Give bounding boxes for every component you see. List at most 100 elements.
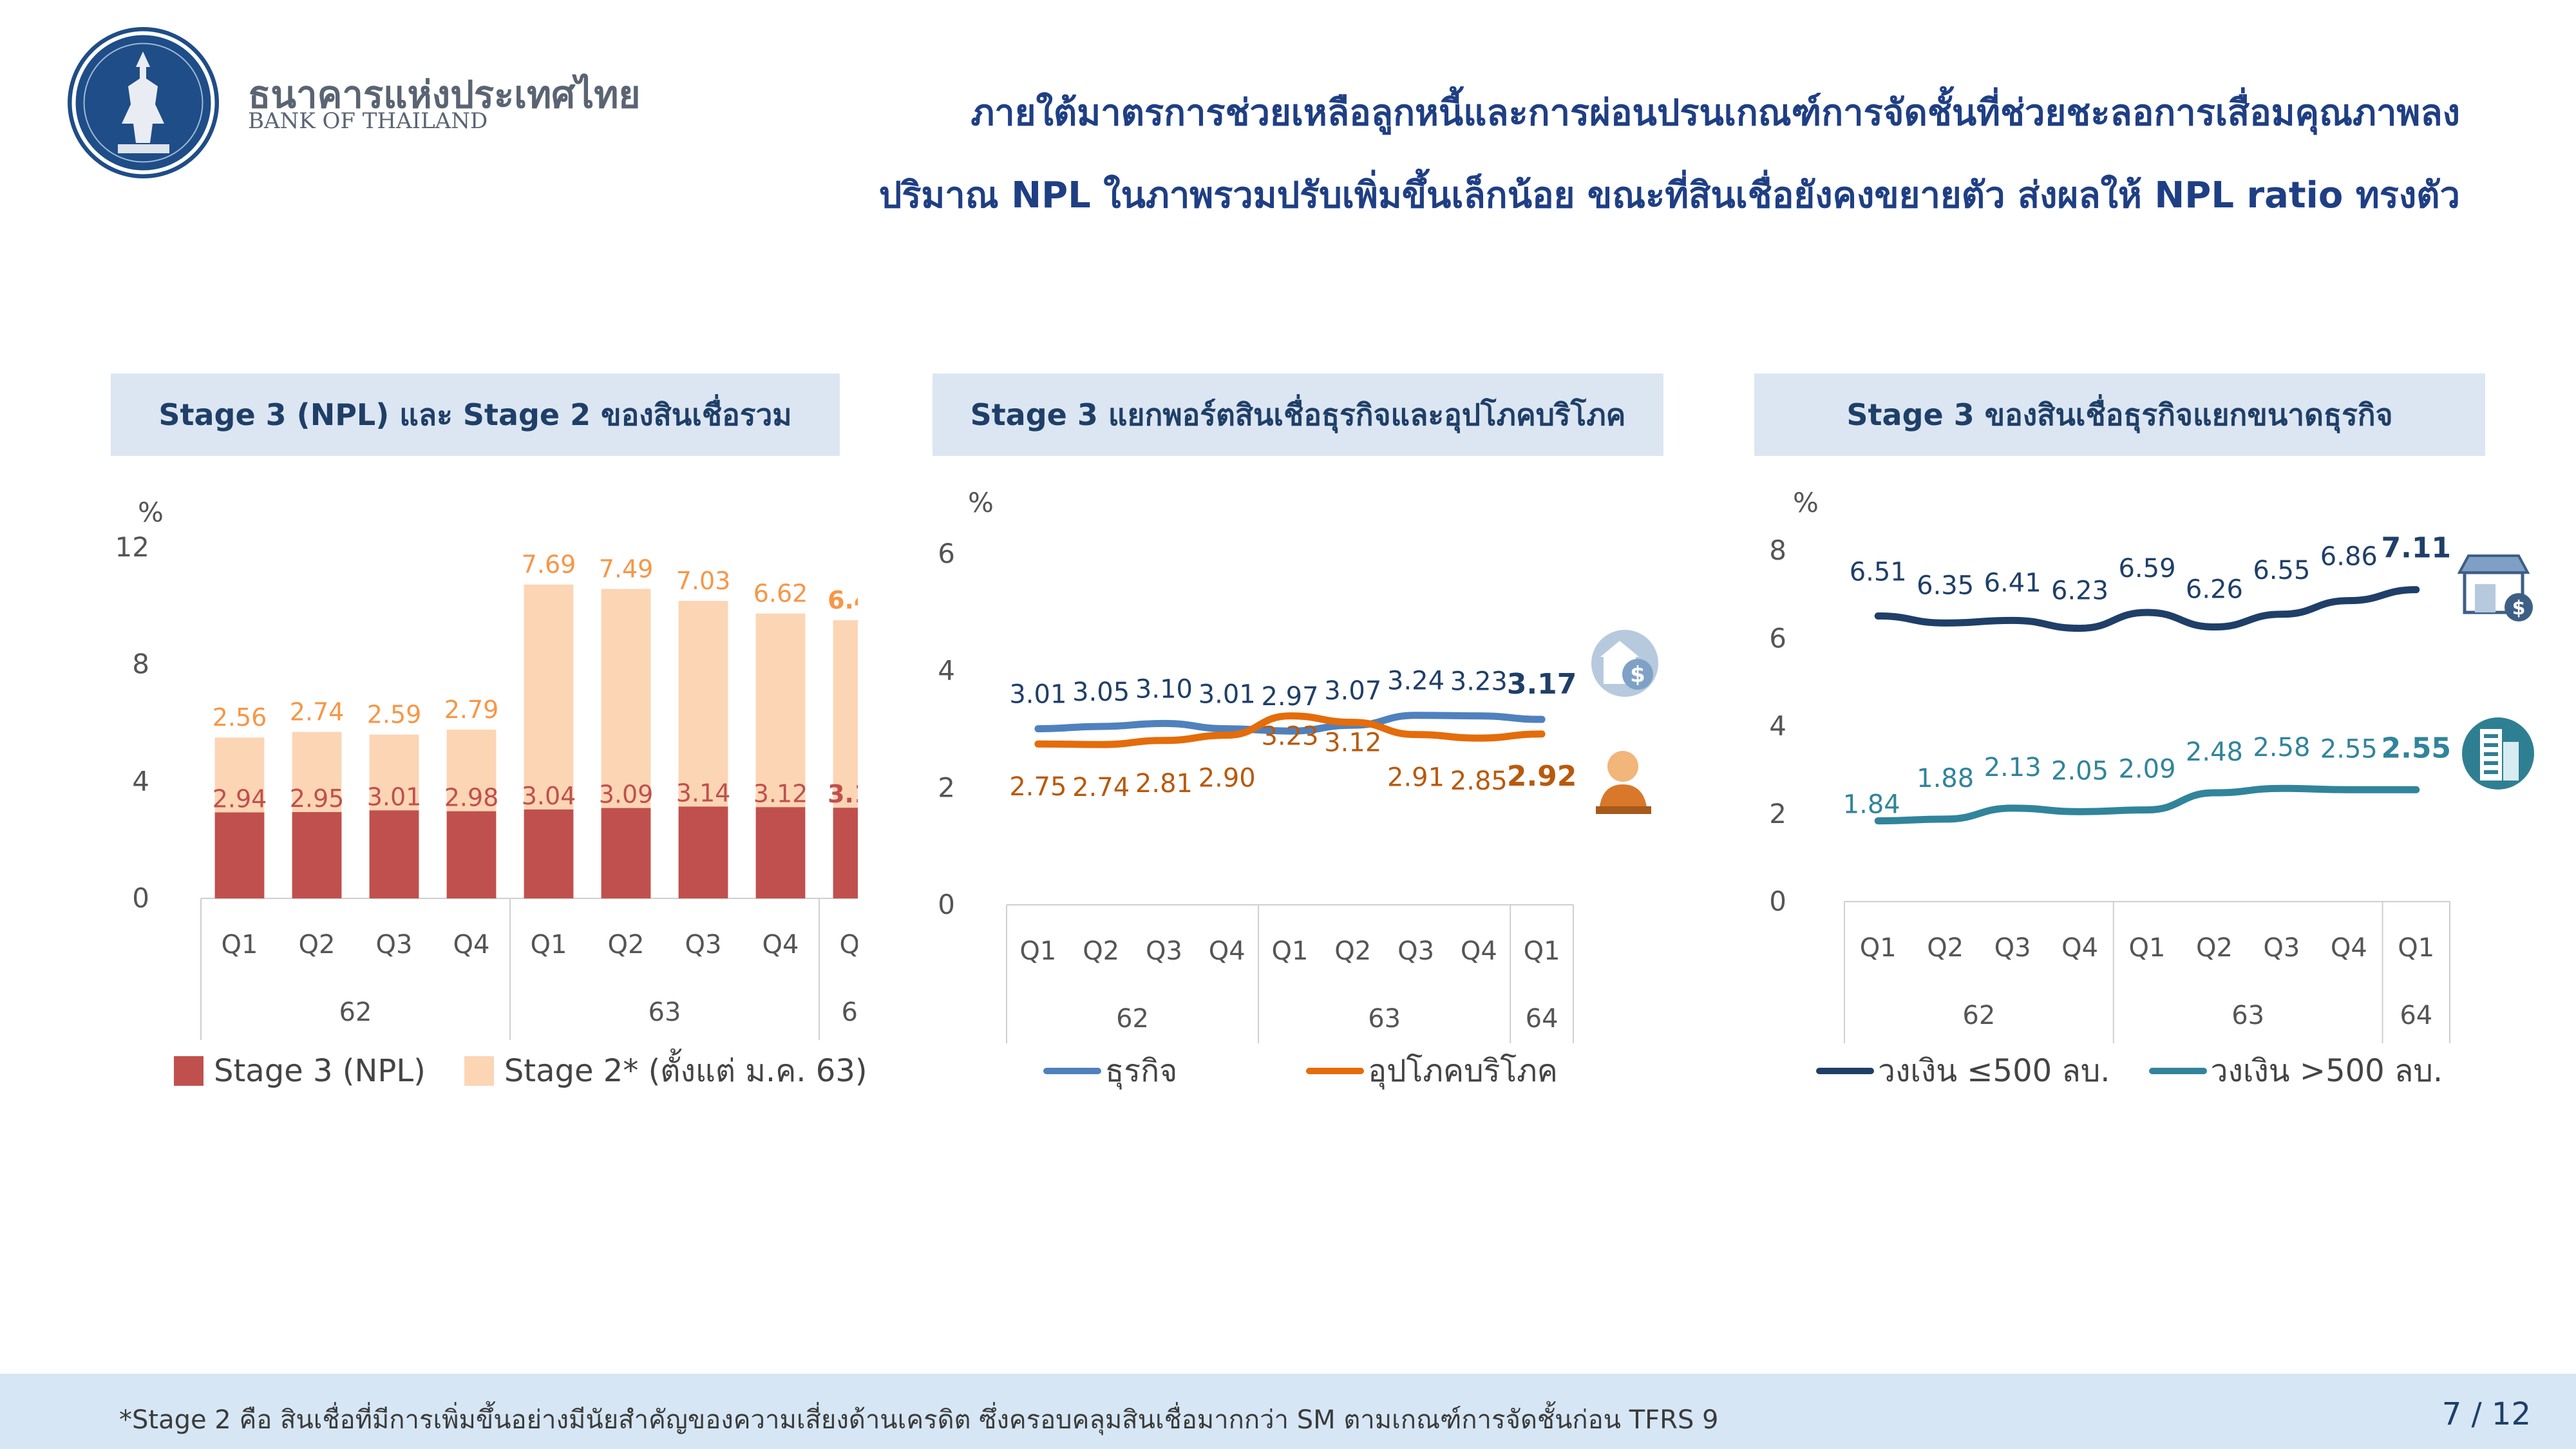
business-icon-dollar: $ — [1630, 662, 1645, 688]
x-group-label: 62 — [1116, 1004, 1149, 1034]
x-tick-label: Q4 — [1461, 936, 1497, 966]
x-group-label: 63 — [1368, 1004, 1401, 1034]
data-label-stage2: 7.49 — [599, 554, 654, 583]
y-tick-label: 4 — [132, 765, 149, 797]
data-label-stage3: 3.01 — [367, 782, 422, 811]
data-label-series-2: 2.75 — [1009, 772, 1066, 802]
bar-stage2 — [446, 729, 497, 811]
x-tick-label: Q4 — [2061, 933, 2098, 963]
data-label-series-1: 3.07 — [1324, 676, 1381, 706]
data-label-series-2: 2.13 — [1984, 753, 2041, 782]
headline-line-2: ปริมาณ NPL ในภาพรวมปรับเพิ่มขึ้นเล็กน้อย… — [878, 175, 2460, 216]
legend-item-stage3: Stage 3 (NPL) — [174, 1053, 426, 1089]
shop-icon-door — [2475, 584, 2496, 612]
data-label-stage2: 7.03 — [676, 567, 731, 595]
footer-bar — [0, 1374, 2576, 1449]
bar-stage3 — [292, 812, 342, 898]
office-icon-window — [2484, 752, 2498, 756]
data-label-series-1: 6.59 — [2118, 554, 2175, 583]
data-label-series-1: 3.01 — [1009, 680, 1066, 710]
x-tick-label: Q1 — [1272, 936, 1309, 966]
legend-label-stage3: Stage 3 (NPL) — [214, 1053, 426, 1089]
y-tick-label: 2 — [1769, 798, 1786, 829]
legend-swatch-stage2 — [464, 1056, 494, 1086]
office-icon-window — [2484, 743, 2498, 747]
series-line-2 — [1034, 712, 1546, 748]
x-group-label: 64 — [2400, 1001, 2432, 1030]
bar-stage2 — [292, 732, 342, 813]
x-tick-label: Q4 — [762, 930, 799, 960]
data-label-stage3: 2.94 — [213, 784, 267, 813]
shop-icon-dollar: $ — [2512, 597, 2526, 620]
footnote: *Stage 2 คือ สินเชื่อที่มีการเพิ่มขึ้นอย… — [119, 1405, 1719, 1435]
data-label-series-1: 6.55 — [2253, 556, 2310, 585]
x-tick-label: Q2 — [2196, 933, 2233, 963]
x-tick-label: Q4 — [1209, 936, 1245, 966]
legend-swatch-business — [1043, 1068, 1101, 1074]
bar-stage2 — [601, 589, 651, 808]
x-tick-label: Q2 — [299, 930, 336, 960]
legend-label-large-credit: วงเงิน >500 ลบ. — [2210, 1053, 2443, 1089]
bar-stage2 — [524, 584, 574, 810]
x-tick-label: Q3 — [2263, 933, 2300, 963]
y-tick-label: 6 — [1769, 622, 1786, 654]
data-label-series-2: 2.90 — [1198, 764, 1256, 793]
business-icon-roof — [1600, 641, 1639, 657]
data-label-series-1: 6.51 — [1850, 558, 1907, 587]
x-tick-label: Q1 — [2129, 933, 2166, 963]
data-label-series-2: 3.23 — [1261, 722, 1318, 752]
chart1-npl-stage2-bars: % 0 4 8 12 Q1 Q2 Q3 Q4 Q1 Q2 Q3 Q4 Q1 62 63 64 2.94 2.56 2.… — [115, 497, 858, 1040]
x-tick-label: Q2 — [1334, 936, 1371, 966]
data-label-stage3: 3.12 — [753, 779, 808, 808]
data-label-series-2: 3.12 — [1324, 728, 1381, 758]
office-icon-window — [2484, 770, 2498, 774]
legend-item-large-credit: วงเงิน >500 ลบ. — [2148, 1046, 2443, 1095]
shop-icon-awning — [2457, 554, 2530, 574]
x-tick-label: Q3 — [376, 930, 413, 960]
data-label-stage3: 3.14 — [676, 779, 731, 807]
legend-label-stage2: Stage 2* (ตั้งแต่ ม.ค. 63) — [504, 1053, 867, 1089]
data-label-series-1: 3.01 — [1198, 680, 1256, 710]
x-tick-label: Q3 — [1994, 933, 2031, 963]
x-tick-label: Q1 — [1860, 933, 1897, 963]
page-number: 7 / 12 — [2441, 1396, 2531, 1432]
x-tick-label: Q3 — [1397, 936, 1434, 966]
data-label-stage2: 7.69 — [522, 551, 576, 579]
legend-label-small-credit: วงเงิน ≤500 ลบ. — [1878, 1053, 2110, 1089]
data-label-stage2: 2.56 — [213, 703, 267, 732]
x-tick-label: Q2 — [1927, 933, 1964, 963]
data-label-series-2: 2.58 — [2253, 733, 2310, 762]
series-line-1 — [1874, 586, 2420, 632]
data-label-stage2: 6.41 — [828, 586, 858, 614]
data-label-stage3: 2.98 — [444, 784, 499, 812]
office-icon-window — [2484, 734, 2498, 738]
data-label-series-2: 2.55 — [2381, 732, 2451, 764]
legend-item-business: ธุรกิจ — [1043, 1046, 1177, 1095]
shop-icon: $ — [2457, 554, 2533, 621]
x-tick-label: Q3 — [685, 930, 722, 960]
consumer-icon-body — [1599, 784, 1647, 811]
x-tick-label: Q1 — [1524, 936, 1560, 966]
y-tick-label: 8 — [132, 649, 149, 680]
x-tick-label: Q1 — [840, 930, 858, 960]
data-label-series-2: 2.48 — [2186, 737, 2243, 767]
y-tick-label: 12 — [115, 531, 149, 563]
x-group-label: 62 — [339, 998, 372, 1027]
data-label-series-1: 7.11 — [2381, 532, 2451, 565]
bar-stage3 — [446, 811, 497, 898]
x-tick-label: Q1 — [2398, 933, 2434, 963]
bar-stage3 — [369, 810, 419, 898]
x-tick-label: Q1 — [531, 930, 567, 960]
office-building-icon — [2462, 717, 2534, 790]
bank-seal-logo — [68, 27, 219, 178]
y-tick-label: 4 — [1769, 710, 1786, 742]
y-axis-unit: % — [1793, 487, 1819, 518]
legend-swatch-stage3 — [174, 1056, 204, 1086]
page-headline: ภายใต้มาตรการช่วยเหลือลูกหนี้และการผ่อนป… — [721, 72, 2460, 237]
seal-emblem-icon — [71, 31, 215, 175]
x-tick-label: Q1 — [222, 930, 258, 960]
y-tick-label: 0 — [1769, 886, 1786, 917]
x-group-label: 64 — [842, 998, 858, 1027]
bar-stage2 — [833, 620, 858, 808]
legend-swatch-small-credit — [1816, 1068, 1874, 1074]
